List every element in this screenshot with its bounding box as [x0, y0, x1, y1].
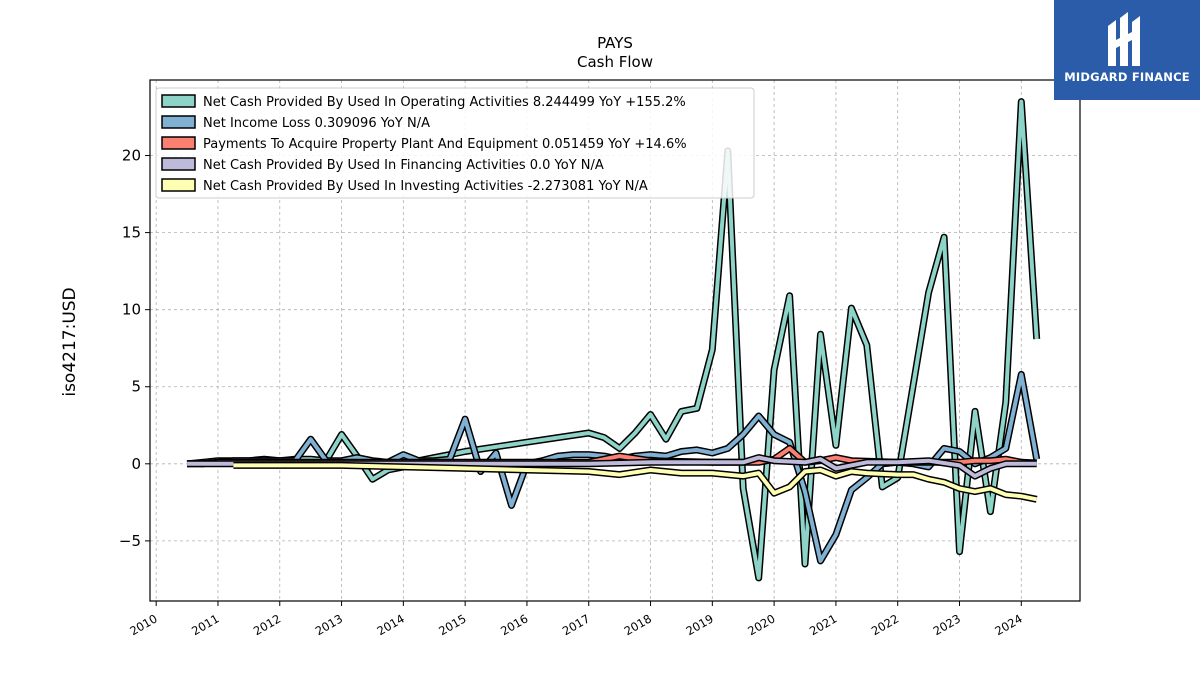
legend-swatch [161, 157, 196, 171]
y-tick-label: 0 [131, 455, 141, 473]
legend-swatch [161, 115, 196, 129]
x-tick-label: 2023 [931, 611, 963, 638]
logo-text: MIDGARD FINANCE [1064, 70, 1190, 84]
y-tick-label: −5 [119, 532, 141, 550]
x-tick-label: 2016 [498, 611, 530, 638]
legend-swatch [161, 94, 196, 108]
x-tick-label: 2017 [560, 611, 592, 638]
x-tick-label: 2024 [992, 611, 1024, 638]
x-tick-label: 2022 [869, 611, 901, 638]
logo-mark-icon [1108, 12, 1140, 66]
y-tick-label: 20 [122, 147, 141, 165]
legend-entry: Net Cash Provided By Used In Financing A… [203, 158, 604, 173]
brand-logo: MIDGARD FINANCE [1054, 0, 1200, 100]
y-tick-label: 10 [122, 301, 141, 319]
y-axis-label: iso4217:USD [60, 287, 80, 396]
tick-layer: 2010 2011 2012 2013 2014 2015 2016 2017 2018 2019… [119, 147, 1025, 639]
x-tick-label: 2014 [374, 611, 406, 638]
plot-frame [149, 79, 1081, 602]
series-line-4 [233, 463, 1038, 502]
legend-swatch [161, 178, 196, 192]
x-tick-label: 2010 [127, 611, 159, 638]
legend-entry: Payments To Acquire Property Plant And E… [203, 137, 687, 152]
legend-entry: Net Cash Provided By Used In Investing A… [203, 179, 648, 194]
chart-title: PAYS [597, 34, 633, 52]
legend-entry: Net Income Loss 0.309096 YoY N/A [203, 116, 430, 131]
x-tick-label: 2013 [313, 611, 345, 638]
x-tick-label: 2021 [807, 611, 839, 638]
legend-swatch [161, 136, 196, 150]
x-tick-label: 2015 [436, 611, 468, 638]
legend-entry: Net Cash Provided By Used In Operating A… [203, 95, 686, 110]
series-layer [186, 98, 1041, 582]
chart-subtitle: Cash Flow [577, 53, 653, 71]
legend: Net Cash Provided By Used In Operating A… [155, 87, 755, 199]
x-tick-label: 2012 [251, 611, 283, 638]
x-tick-label: 2019 [683, 611, 715, 638]
x-tick-label: 2018 [622, 611, 654, 638]
legend-box [155, 87, 755, 199]
y-tick-label: 5 [131, 378, 141, 396]
x-tick-label: 2020 [745, 611, 777, 638]
x-tick-label: 2011 [189, 611, 221, 638]
y-tick-label: 15 [122, 224, 141, 242]
